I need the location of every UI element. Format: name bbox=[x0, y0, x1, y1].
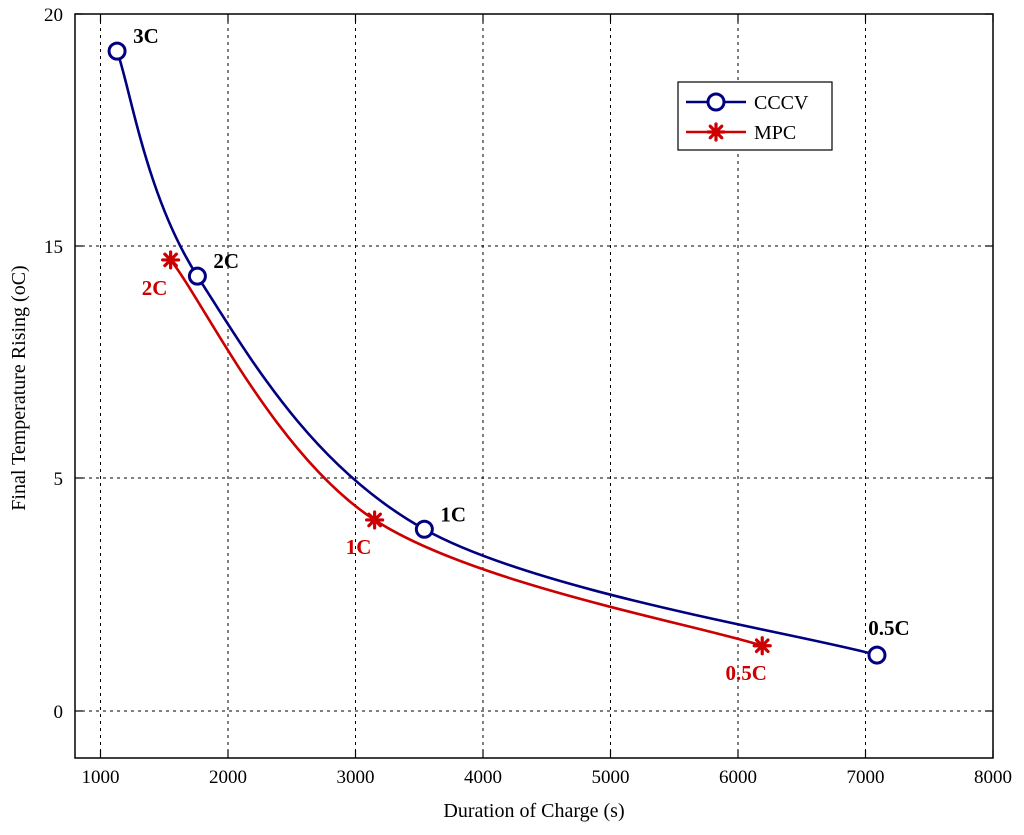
data-point-mpc bbox=[365, 510, 385, 530]
x-tick-label: 6000 bbox=[719, 767, 757, 788]
series-mpc: 2C 1C 0.5C bbox=[142, 250, 772, 685]
data-point-cccv bbox=[867, 645, 887, 665]
x-tick-label: 4000 bbox=[464, 767, 502, 788]
axis-ticks: 1000 2000 3000 4000 5000 6000 7000 8000 0 5 15 20 bbox=[44, 5, 1012, 788]
series: 3C 2C 1C 0.5C 2C 1C 0.5C bbox=[107, 24, 910, 685]
x-tick-label: 7000 bbox=[847, 767, 885, 788]
data-label: 2C bbox=[142, 276, 168, 300]
series-line-cccv bbox=[115, 50, 878, 657]
grid bbox=[75, 14, 993, 758]
data-label: 3C bbox=[133, 24, 159, 48]
data-point-mpc bbox=[752, 636, 772, 656]
data-point-cccv bbox=[187, 266, 207, 286]
legend-marker-cccv bbox=[706, 92, 726, 112]
y-axis-label: Final Temperature Rising (oC) bbox=[8, 265, 30, 510]
data-label: 0.5C bbox=[868, 616, 909, 640]
x-tick-label: 8000 bbox=[974, 767, 1012, 788]
series-line-mpc bbox=[169, 259, 763, 647]
plot-frame bbox=[74, 13, 994, 759]
legend: CCCV MPC bbox=[677, 81, 833, 151]
x-tick-label: 3000 bbox=[337, 767, 375, 788]
legend-box bbox=[677, 81, 833, 151]
data-label: 1C bbox=[346, 535, 372, 559]
x-axis-label: Duration of Charge (s) bbox=[443, 800, 624, 822]
x-tick-label: 5000 bbox=[592, 767, 630, 788]
data-point-cccv bbox=[107, 41, 127, 61]
legend-label: MPC bbox=[754, 122, 796, 144]
data-point-mpc bbox=[161, 250, 181, 270]
data-point-cccv bbox=[414, 519, 434, 539]
legend-marker-mpc bbox=[706, 122, 726, 142]
y-tick-label: 20 bbox=[44, 5, 63, 26]
series-cccv: 3C 2C 1C 0.5C bbox=[107, 24, 910, 665]
y-tick-label: 5 bbox=[54, 469, 64, 490]
y-tick-label: 0 bbox=[54, 702, 64, 723]
data-label: 2C bbox=[213, 249, 239, 273]
x-tick-label: 2000 bbox=[209, 767, 247, 788]
y-tick-label: 15 bbox=[44, 237, 63, 258]
x-tick-label: 1000 bbox=[82, 767, 120, 788]
data-label: 0.5C bbox=[726, 661, 767, 685]
data-label: 1C bbox=[440, 502, 466, 526]
legend-label: CCCV bbox=[754, 92, 809, 114]
